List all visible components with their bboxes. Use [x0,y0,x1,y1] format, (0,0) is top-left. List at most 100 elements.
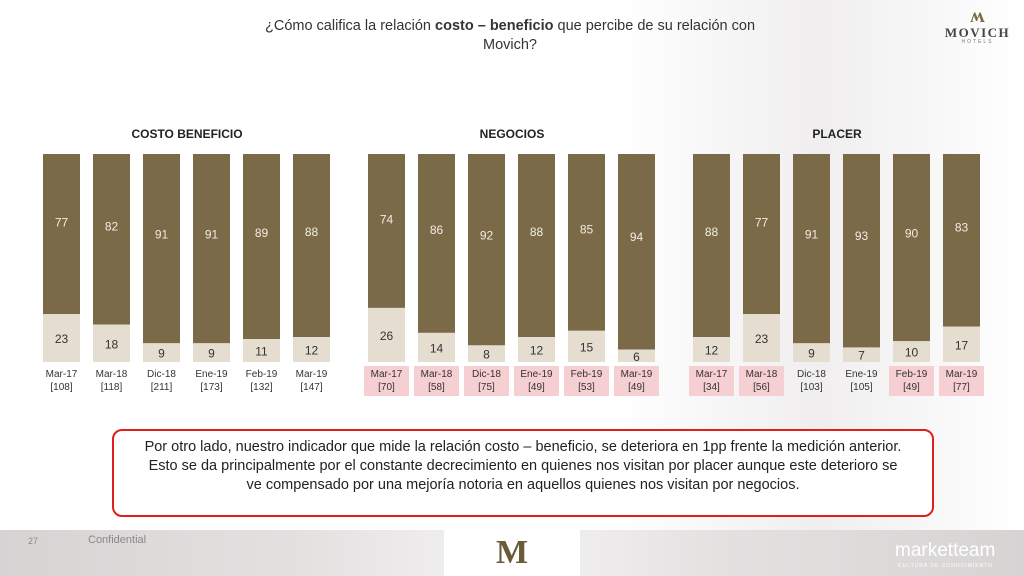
category-label: Mar-18 [746,369,778,380]
bar-segment-top [943,154,980,327]
base-label: [49] [903,382,920,393]
bar-segment-top [293,154,330,338]
movich-monogram-icon: M [495,534,529,571]
bar-segment-bottom [843,347,880,362]
bar-segment-bottom [893,341,930,362]
base-label: [49] [628,382,645,393]
category-label: Mar-17 [696,369,728,380]
insight-callout: Por otro lado, nuestro indicador que mid… [112,429,934,517]
category-label: Mar-17 [46,369,78,380]
bar-value-bottom: 23 [755,332,769,346]
bar-segment-bottom [43,314,80,362]
bar-segment-top [143,154,180,344]
bar-value-bottom: 14 [430,341,444,355]
bar-segment-top [893,154,930,342]
base-label: [53] [578,382,595,393]
bar-value-bottom: 18 [105,337,119,351]
category-label: Ene-19 [520,369,553,380]
category-label: Dic-18 [147,369,176,380]
base-label: [75] [478,382,495,393]
highlight-box [739,366,784,396]
logo-word: MOVICH [944,25,1011,40]
bar-segment-top [243,154,280,340]
bar-value-top: 86 [430,223,444,237]
base-label: [147] [300,382,322,393]
bar-segment-bottom [368,307,405,362]
highlight-box [464,366,509,396]
highlight-box [689,366,734,396]
highlight-box [514,366,559,396]
bar-value-top: 89 [255,226,269,240]
highlight-box [364,366,409,396]
bar-value-bottom: 9 [808,347,815,361]
category-label: Feb-19 [571,369,603,380]
bar-segment-top [843,154,880,348]
bar-segment-top [418,154,455,333]
bar-segment-top [793,154,830,344]
bar-segment-bottom [518,337,555,362]
bar-value-top: 74 [380,213,394,227]
bar-segment-bottom [193,343,230,362]
bar-value-top: 77 [55,215,69,229]
bar-segment-bottom [743,314,780,362]
movich-mark-icon: ʍ [970,5,985,27]
bar-segment-top [93,154,130,325]
bar-segment-bottom [143,343,180,362]
category-label: Mar-18 [421,369,453,380]
base-label: [103] [800,382,822,393]
category-label: Mar-19 [296,369,328,380]
bar-segment-bottom [943,326,980,362]
title-bold: costo – beneficio [435,18,554,34]
bar-value-top: 88 [305,225,319,239]
bar-value-bottom: 7 [858,349,865,363]
bar-value-top: 83 [955,221,969,235]
bar-value-bottom: 12 [305,344,319,358]
category-label: Mar-19 [946,369,978,380]
confidential-label: Confidential [88,534,147,546]
bar-segment-bottom [243,339,280,362]
bar-value-bottom: 12 [530,344,544,358]
bar-segment-top [743,154,780,315]
bar-value-bottom: 11 [255,345,268,359]
bar-segment-bottom [693,337,730,362]
logo-sub: HOTELS [961,39,994,45]
base-label: [58] [428,382,445,393]
base-label: [118] [101,382,123,393]
base-label: [34] [703,382,720,393]
marketteam-logo: marketteam [895,540,996,561]
title-part-2: que percibe de su relación con Movich? [483,18,756,53]
bar-value-bottom: 8 [483,348,490,362]
bar-value-bottom: 17 [955,338,969,352]
bar-segment-bottom [618,349,655,362]
bar-segment-bottom [93,324,130,362]
base-label: [77] [953,382,970,393]
bar-value-top: 91 [805,227,819,241]
bar-segment-top [568,154,605,331]
base-label: [70] [378,382,395,393]
highlight-box [414,366,459,396]
highlight-box [889,366,934,396]
category-label: Mar-17 [371,369,403,380]
bar-value-bottom: 15 [580,340,594,354]
chart-title: NEGOCIOS [480,127,545,141]
footer: M 27 Confidential marketteam CULTURA DE … [0,530,1024,576]
slide-title: ¿Cómo califica la relación costo – benef… [250,17,770,55]
bar-segment-top [693,154,730,338]
bar-value-top: 91 [205,227,219,241]
base-label: [105] [850,382,872,393]
category-label: Dic-18 [797,369,826,380]
movich-logo: ʍ MOVICH HOTELS [940,6,1015,46]
bar-segment-top [468,154,505,346]
charts-canvas: COSTO BENEFICIO 77 23 Mar-17 [108] 82 18 Mar-18… [43,127,984,396]
chart-title: COSTO BENEFICIO [131,127,242,141]
bar-value-top: 91 [155,227,169,241]
marketteam-tagline: CULTURA DE CONOCIMIENTO [898,563,994,569]
bar-value-top: 93 [855,229,869,243]
bar-value-bottom: 23 [55,332,69,346]
bar-value-bottom: 9 [208,347,215,361]
bar-value-bottom: 6 [633,350,640,364]
bar-segment-bottom [468,345,505,362]
bar-segment-bottom [568,330,605,362]
bar-value-top: 85 [580,222,594,236]
category-label: Ene-19 [195,369,228,380]
